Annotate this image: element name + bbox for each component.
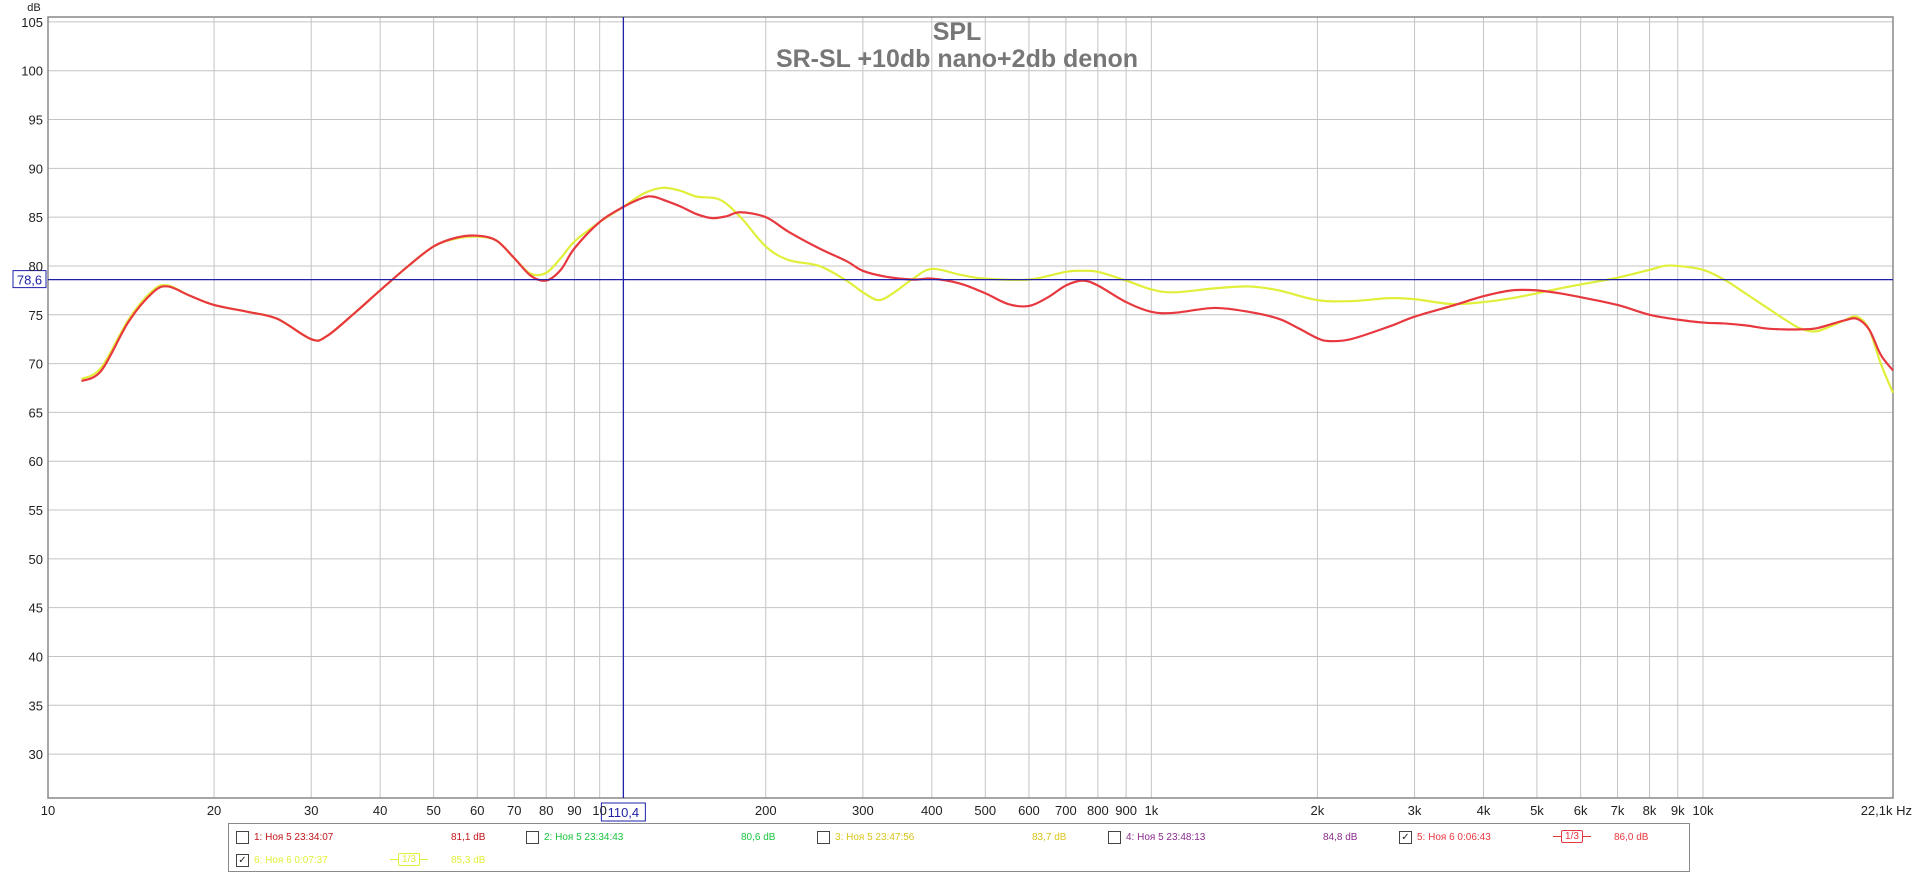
y-axis-label: dB <box>27 2 40 14</box>
y-tick-label: 55 <box>29 503 43 518</box>
legend-label: 2: Ноя 5 23:34:43 <box>544 832 624 843</box>
legend-level: 86,0 dB <box>1614 832 1649 843</box>
y-tick-label: 80 <box>29 259 43 274</box>
x-tick-label: 2k <box>1311 803 1325 818</box>
plot-frame <box>47 16 1894 799</box>
legend-label: 6: Ноя 6 0:07:37 <box>254 855 328 866</box>
x-tick-label: 7k <box>1611 803 1625 818</box>
cursor-crosshair[interactable]: 78,6 110,4 <box>12 17 1893 822</box>
series-line <box>80 186 1895 394</box>
legend-checkbox[interactable] <box>526 831 539 844</box>
legend-label: 1: Ноя 5 23:34:07 <box>254 832 334 843</box>
series-line <box>80 195 1894 383</box>
series-lines <box>80 186 1895 394</box>
y-tick-label: 105 <box>21 15 43 30</box>
x-tick-label: 6k <box>1574 803 1588 818</box>
x-tick-label: 400 <box>921 803 943 818</box>
legend-item: 2: Ноя 5 23:34:43 80,6 dB <box>526 831 811 845</box>
x-tick-label: 30 <box>304 803 318 818</box>
chart-title: SPL <box>933 18 982 46</box>
x-tick-label: 90 <box>567 803 581 818</box>
y-tick-label: 50 <box>29 552 43 567</box>
x-tick-label: 10 <box>41 803 55 818</box>
x-tick-label: 800 <box>1087 803 1109 818</box>
y-tick-label: 60 <box>29 454 43 469</box>
cursor-y-readout: 78,6 <box>17 273 42 288</box>
x-tick-label: 80 <box>539 803 553 818</box>
x-tick-label: 900 <box>1115 803 1137 818</box>
legend-level: 85,3 dB <box>451 855 486 866</box>
y-tick-label: 100 <box>21 64 43 79</box>
x-tick-label: 10k <box>1693 803 1714 818</box>
measurement-legend: 1: Ноя 5 23:34:07 81,1 dB 2: Ноя 5 23:34:4… <box>228 823 1690 872</box>
y-tick-label: 45 <box>29 601 43 616</box>
legend-label: 3: Ноя 5 23:47:56 <box>835 832 915 843</box>
cursor-x-readout-box <box>600 802 646 822</box>
legend-label: 4: Ноя 5 23:48:13 <box>1126 832 1206 843</box>
y-tick-label: 85 <box>29 210 43 225</box>
x-tick-label: 1k <box>1144 803 1158 818</box>
y-tick-label: 40 <box>29 649 43 664</box>
x-tick-label: 700 <box>1055 803 1077 818</box>
legend-item: 1: Ноя 5 23:34:07 81,1 dB <box>236 831 521 845</box>
legend-label: 5: Ноя 6 0:06:43 <box>1417 832 1491 843</box>
legend-checkbox[interactable] <box>236 831 249 844</box>
smoothing-indicator[interactable]: 1/3 <box>1553 830 1591 843</box>
x-tick-label: 600 <box>1018 803 1040 818</box>
legend-checkbox[interactable] <box>1108 831 1121 844</box>
x-tick-label: 9k <box>1671 803 1685 818</box>
cursor-x-readout: 110,4 <box>608 805 640 820</box>
y-tick-label: 70 <box>29 357 43 372</box>
x-tick-label: 60 <box>470 803 484 818</box>
spl-chart: 78,6 110,4 30 35 40 45 50 55 60 65 70 75 80 85 90 95 10… <box>12 2 1912 822</box>
grid-lines <box>48 17 1893 798</box>
x-tick-label: 22,1k Hz <box>1861 803 1912 818</box>
x-tick-label: 8k <box>1643 803 1657 818</box>
x-tick-label: 5k <box>1530 803 1544 818</box>
x-tick-label: 300 <box>852 803 874 818</box>
y-tick-label: 30 <box>29 747 43 762</box>
x-tick-label: 500 <box>974 803 996 818</box>
legend-item: 4: Ноя 5 23:48:13 84,8 dB <box>1108 831 1393 845</box>
legend-level: 84,8 dB <box>1323 832 1358 843</box>
x-axis-ticks: 10 20 30 40 50 60 70 80 90 10 200 300 400 500 600 700 80… <box>41 803 1912 818</box>
y-tick-label: 90 <box>29 161 43 176</box>
y-tick-label: 95 <box>29 113 43 128</box>
smoothing-indicator[interactable]: 1/3 <box>390 853 428 866</box>
y-tick-label: 35 <box>29 698 43 713</box>
x-tick-label: 20 <box>207 803 221 818</box>
x-tick-label: 3k <box>1408 803 1422 818</box>
legend-checkbox[interactable] <box>817 831 830 844</box>
x-tick-label: 4k <box>1477 803 1491 818</box>
cursor-y-readout-box <box>12 270 47 289</box>
legend-item: ✓ 6: Ноя 6 0:07:37 1/3 85,3 dB <box>236 853 521 868</box>
legend-checkbox[interactable]: ✓ <box>236 854 249 867</box>
legend-item: ✓ 5: Ноя 6 0:06:43 1/3 86,0 dB <box>1399 830 1684 845</box>
legend-item: 3: Ноя 5 23:47:56 83,7 dB <box>817 831 1102 845</box>
x-tick-label: 200 <box>755 803 777 818</box>
y-axis-ticks: 30 35 40 45 50 55 60 65 70 75 80 85 90 95 100 105 <box>21 15 43 762</box>
chart-subtitle: SR-SL +10db nano+2db denon <box>776 45 1138 73</box>
legend-level: 81,1 dB <box>451 832 486 843</box>
legend-level: 83,7 dB <box>1032 832 1067 843</box>
x-tick-label: 40 <box>373 803 387 818</box>
x-tick-label: 10 <box>592 803 606 818</box>
legend-checkbox[interactable]: ✓ <box>1399 831 1412 844</box>
y-tick-label: 75 <box>29 308 43 323</box>
x-tick-label: 70 <box>507 803 521 818</box>
legend-level: 80,6 dB <box>741 832 776 843</box>
y-tick-label: 65 <box>29 405 43 420</box>
x-tick-label: 50 <box>426 803 440 818</box>
